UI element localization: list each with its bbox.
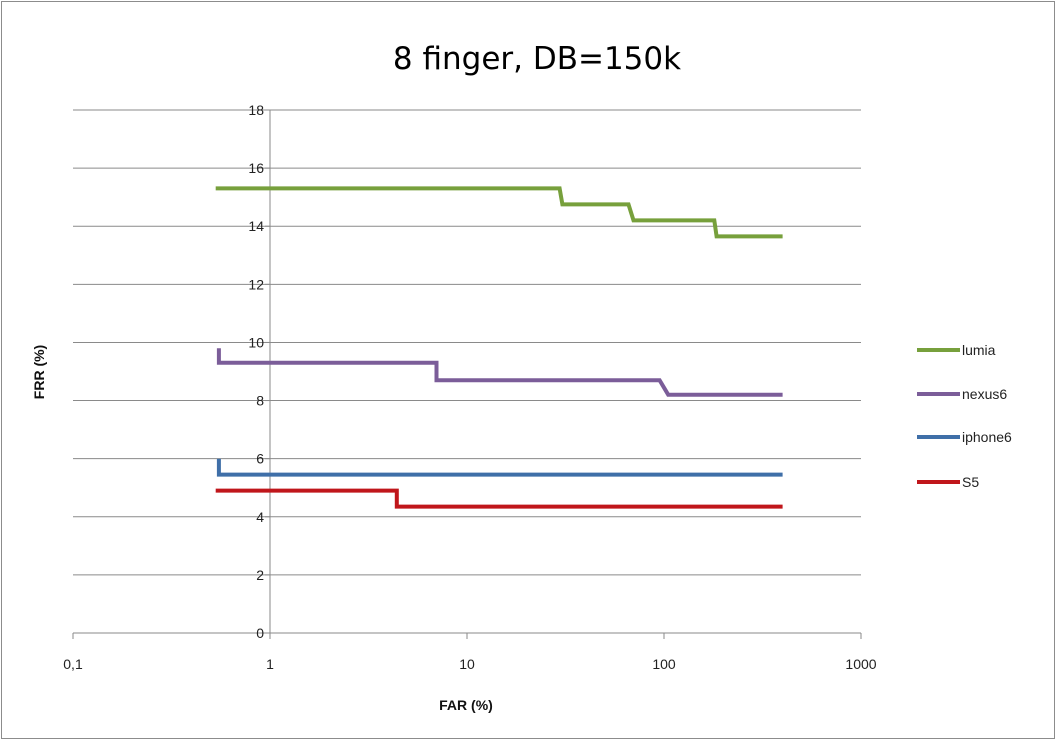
y-axis-label: FRR (%) xyxy=(31,345,47,399)
x-axis-label: FAR (%) xyxy=(439,697,493,713)
y-tick-label-4: 4 xyxy=(256,509,264,525)
y-tick-label-8: 8 xyxy=(256,393,264,409)
series-line-nexus6 xyxy=(216,348,783,397)
y-tick-label-6: 6 xyxy=(256,451,264,467)
axes xyxy=(72,109,862,639)
y-tick-label-12: 12 xyxy=(248,276,264,292)
x-tick-labels: 0,1 1 10 100 1000 xyxy=(63,656,877,672)
x-tick-label-4: 1000 xyxy=(845,656,876,672)
chart-title: 8 finger, DB=150k xyxy=(393,41,681,77)
x-tick-label-3: 100 xyxy=(652,656,676,672)
x-tick-label-2: 10 xyxy=(459,656,475,672)
legend-label-S5: S5 xyxy=(962,474,979,490)
grid-lines xyxy=(73,109,861,576)
y-tick-label-18: 18 xyxy=(248,102,264,118)
series-line-S5 xyxy=(215,488,783,509)
y-tick-label-10: 10 xyxy=(248,334,264,350)
series-line-lumia xyxy=(215,186,783,239)
legend-label-nexus6: nexus6 xyxy=(962,386,1007,402)
legend-label-iphone6: iphone6 xyxy=(962,429,1012,445)
y-tick-label-0: 0 xyxy=(256,625,264,641)
x-tick-label-0: 0,1 xyxy=(63,656,83,672)
series-lines xyxy=(215,186,783,509)
series-line-iphone6 xyxy=(216,458,783,477)
legend: lumia nexus6 iphone6 S5 xyxy=(917,342,1012,490)
legend-label-lumia: lumia xyxy=(962,342,996,358)
y-tick-label-16: 16 xyxy=(248,160,264,176)
y-tick-label-14: 14 xyxy=(248,218,264,234)
x-tick-label-1: 1 xyxy=(266,656,274,672)
y-tick-labels: 0 2 4 6 8 10 12 14 16 18 xyxy=(248,102,264,641)
y-tick-label-2: 2 xyxy=(256,567,264,583)
